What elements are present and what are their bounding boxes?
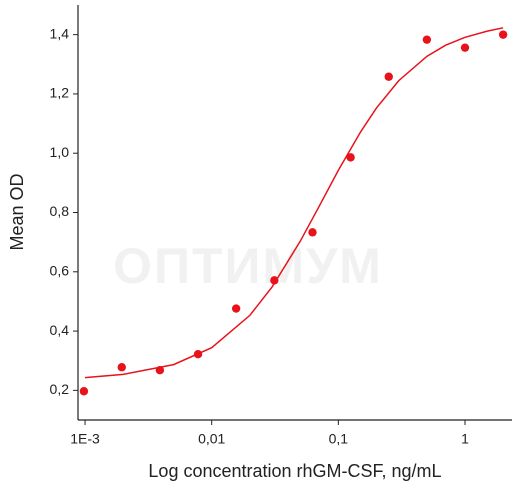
data-point bbox=[498, 30, 508, 39]
x-axis-title: Log concentration rhGM-CSF, ng/mL bbox=[148, 461, 441, 481]
data-point bbox=[308, 228, 317, 237]
x-tick-label: 1 bbox=[461, 431, 469, 447]
y-tick-label: 1,0 bbox=[50, 144, 70, 160]
y-tick-label: 0,8 bbox=[50, 203, 70, 219]
y-tick-label: 1,2 bbox=[50, 85, 70, 101]
y-axis-title: Mean OD bbox=[7, 173, 27, 250]
x-tick-label: 1E-3 bbox=[70, 431, 100, 447]
y-tick-label: 0,4 bbox=[50, 322, 70, 338]
watermark: ОПТИМУМ bbox=[113, 238, 383, 294]
fit-curve bbox=[84, 27, 504, 379]
x-tick-label: 0,1 bbox=[329, 431, 349, 447]
y-tick-label: 0,6 bbox=[50, 262, 70, 278]
data-point bbox=[346, 153, 355, 162]
data-point bbox=[270, 276, 279, 285]
data-point bbox=[231, 304, 241, 313]
y-tick-label: 0,2 bbox=[50, 381, 70, 397]
data-point bbox=[422, 35, 432, 44]
data-point bbox=[384, 72, 393, 81]
y-tick-label: 1,4 bbox=[50, 25, 70, 41]
data-point bbox=[79, 387, 89, 396]
x-tick-label: 0,01 bbox=[198, 431, 225, 447]
data-point bbox=[460, 43, 470, 52]
data-point bbox=[117, 363, 126, 372]
